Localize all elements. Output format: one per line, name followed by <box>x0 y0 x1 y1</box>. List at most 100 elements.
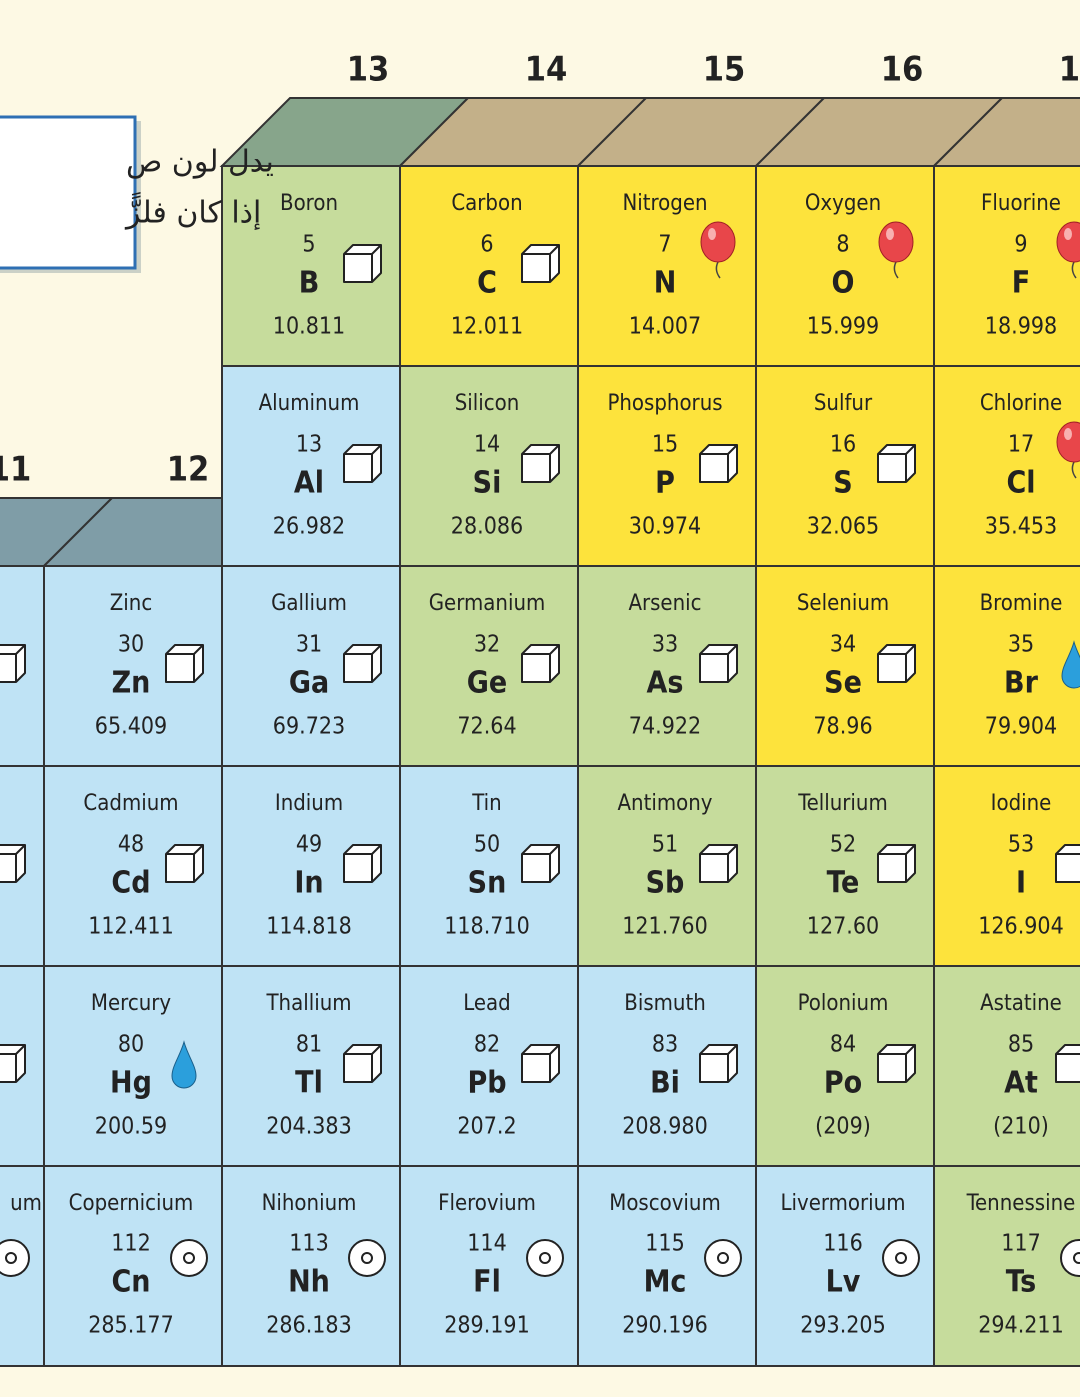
element-symbol: Hg <box>110 1066 152 1101</box>
element-cell: Indium 49 In 114.818 <box>221 765 401 967</box>
atomic-mass: 72.64 <box>457 714 516 740</box>
element-symbol: O <box>832 266 855 301</box>
atomic-mass: 114.818 <box>266 914 352 940</box>
solid-icon <box>1055 1044 1080 1083</box>
element-symbol: Te <box>827 866 860 901</box>
element-name: Lead <box>463 991 511 1016</box>
element-symbol: Pb <box>467 1066 506 1101</box>
element-symbol: Zn <box>112 666 151 701</box>
cell-box <box>755 165 935 367</box>
solid-icon <box>165 844 204 883</box>
atomic-number: 50 <box>474 832 500 858</box>
element-cell: Iodine 53 I 126.904 <box>933 765 1080 967</box>
element-cell: Chlorine 17 Cl 35.453 <box>933 365 1080 567</box>
atomic-mass: (209) <box>815 1114 871 1140</box>
element-cell: Aluminum 13 Al 26.982 <box>221 365 401 567</box>
solid-icon <box>699 844 738 883</box>
element-symbol: In <box>294 866 323 901</box>
element-name: Nihonium <box>262 1191 357 1216</box>
cells: Boron 5 B 10.811 Carbon 6 C 12.011 Nitrogen 7 N 14.… <box>0 165 1080 1367</box>
atomic-mass: 32.065 <box>807 514 879 540</box>
atomic-number: 53 <box>1008 832 1034 858</box>
element-name: Indium <box>275 791 343 816</box>
element-name: Iodine <box>991 791 1052 816</box>
synthetic-icon-dot <box>1073 1252 1080 1264</box>
element-symbol: N <box>654 266 677 301</box>
solid-icon <box>521 844 560 883</box>
element-cell: Phosphorus 15 P 30.974 <box>577 365 757 567</box>
atomic-mass: 118.710 <box>444 914 530 940</box>
element-name: Selenium <box>797 591 889 616</box>
element-symbol: Cn <box>111 1265 150 1300</box>
synthetic-icon-dot <box>183 1252 195 1264</box>
cell-box <box>933 365 1080 567</box>
synthetic-icon-dot <box>717 1252 729 1264</box>
atomic-number: 84 <box>830 1032 856 1058</box>
element-cell: Germanium 32 Ge 72.64 <box>399 565 579 767</box>
solid-icon <box>877 444 916 483</box>
element-name: Tennessine <box>966 1191 1076 1216</box>
element-name: Livermorium <box>780 1191 905 1216</box>
element-symbol: Cl <box>1006 466 1035 501</box>
solid-icon <box>343 1044 382 1083</box>
element-symbol: Tl <box>295 1066 323 1101</box>
atomic-mass: 126.904 <box>978 914 1064 940</box>
element-symbol: Al <box>294 466 324 501</box>
element-cell: Zinc 30 Zn 65.409 <box>43 565 223 767</box>
element-symbol: Cd <box>111 866 150 901</box>
gas-icon-shine <box>1064 228 1072 240</box>
atomic-mass: 121.760 <box>622 914 708 940</box>
synthetic-icon-dot <box>895 1252 907 1264</box>
element-symbol: F <box>1012 266 1030 301</box>
element-cell: Cadmium 48 Cd 112.411 <box>43 765 223 967</box>
element-symbol: Br <box>1004 666 1039 701</box>
element-name: Moscovium <box>609 1191 721 1216</box>
atomic-mass: 28.086 <box>451 514 523 540</box>
group-number: 12 <box>167 450 210 490</box>
atomic-mass: 65.409 <box>95 714 167 740</box>
gas-icon-string <box>1071 261 1077 279</box>
atomic-number: 81 <box>296 1032 322 1058</box>
element-symbol: Nh <box>288 1265 330 1300</box>
solid-icon <box>0 1044 26 1083</box>
atomic-mass: 12.011 <box>451 314 523 340</box>
atomic-mass: 79.904 <box>985 714 1057 740</box>
liquid-icon <box>171 1040 197 1089</box>
element-cell <box>0 565 45 767</box>
element-symbol: Se <box>824 666 862 701</box>
atomic-mass: 10.811 <box>273 314 345 340</box>
solid-icon <box>699 644 738 683</box>
element-name: Bromine <box>980 591 1063 616</box>
solid-icon <box>521 1044 560 1083</box>
solid-icon <box>877 844 916 883</box>
atomic-mass: 286.183 <box>266 1313 352 1339</box>
element-cell: Gallium 31 Ga 69.723 <box>221 565 401 767</box>
cell-box <box>933 165 1080 367</box>
atomic-number: 80 <box>118 1032 144 1058</box>
element-symbol: Mc <box>644 1265 687 1300</box>
solid-icon <box>343 444 382 483</box>
atomic-mass: 208.980 <box>622 1114 708 1140</box>
group-number: 17 <box>1059 50 1080 90</box>
atomic-mass: 200.59 <box>95 1114 167 1140</box>
element-cell: um <box>0 1165 45 1367</box>
atomic-mass: 15.999 <box>807 314 879 340</box>
group-labels: 11 12 13 14 15 16 17 <box>0 50 1080 490</box>
atomic-number: 51 <box>652 832 678 858</box>
atomic-number: 8 <box>836 232 849 258</box>
atomic-number: 31 <box>296 632 322 658</box>
gas-icon-string <box>1071 461 1077 479</box>
element-cell: Bromine 35 Br 79.904 <box>933 565 1080 767</box>
atomic-number: 6 <box>480 232 493 258</box>
atomic-mass: 18.998 <box>985 314 1057 340</box>
element-cell: Polonium 84 Po (209) <box>755 965 935 1167</box>
synthetic-icon-dot <box>361 1252 373 1264</box>
element-cell: Tin 50 Sn 118.710 <box>399 765 579 967</box>
element-symbol: Po <box>824 1066 862 1101</box>
element-symbol: Lv <box>826 1265 861 1300</box>
atomic-mass: 69.723 <box>273 714 345 740</box>
group-number: 16 <box>881 50 924 90</box>
atomic-number: 35 <box>1008 632 1034 658</box>
atomic-number: 17 <box>1008 432 1034 458</box>
element-symbol: S <box>833 466 852 501</box>
